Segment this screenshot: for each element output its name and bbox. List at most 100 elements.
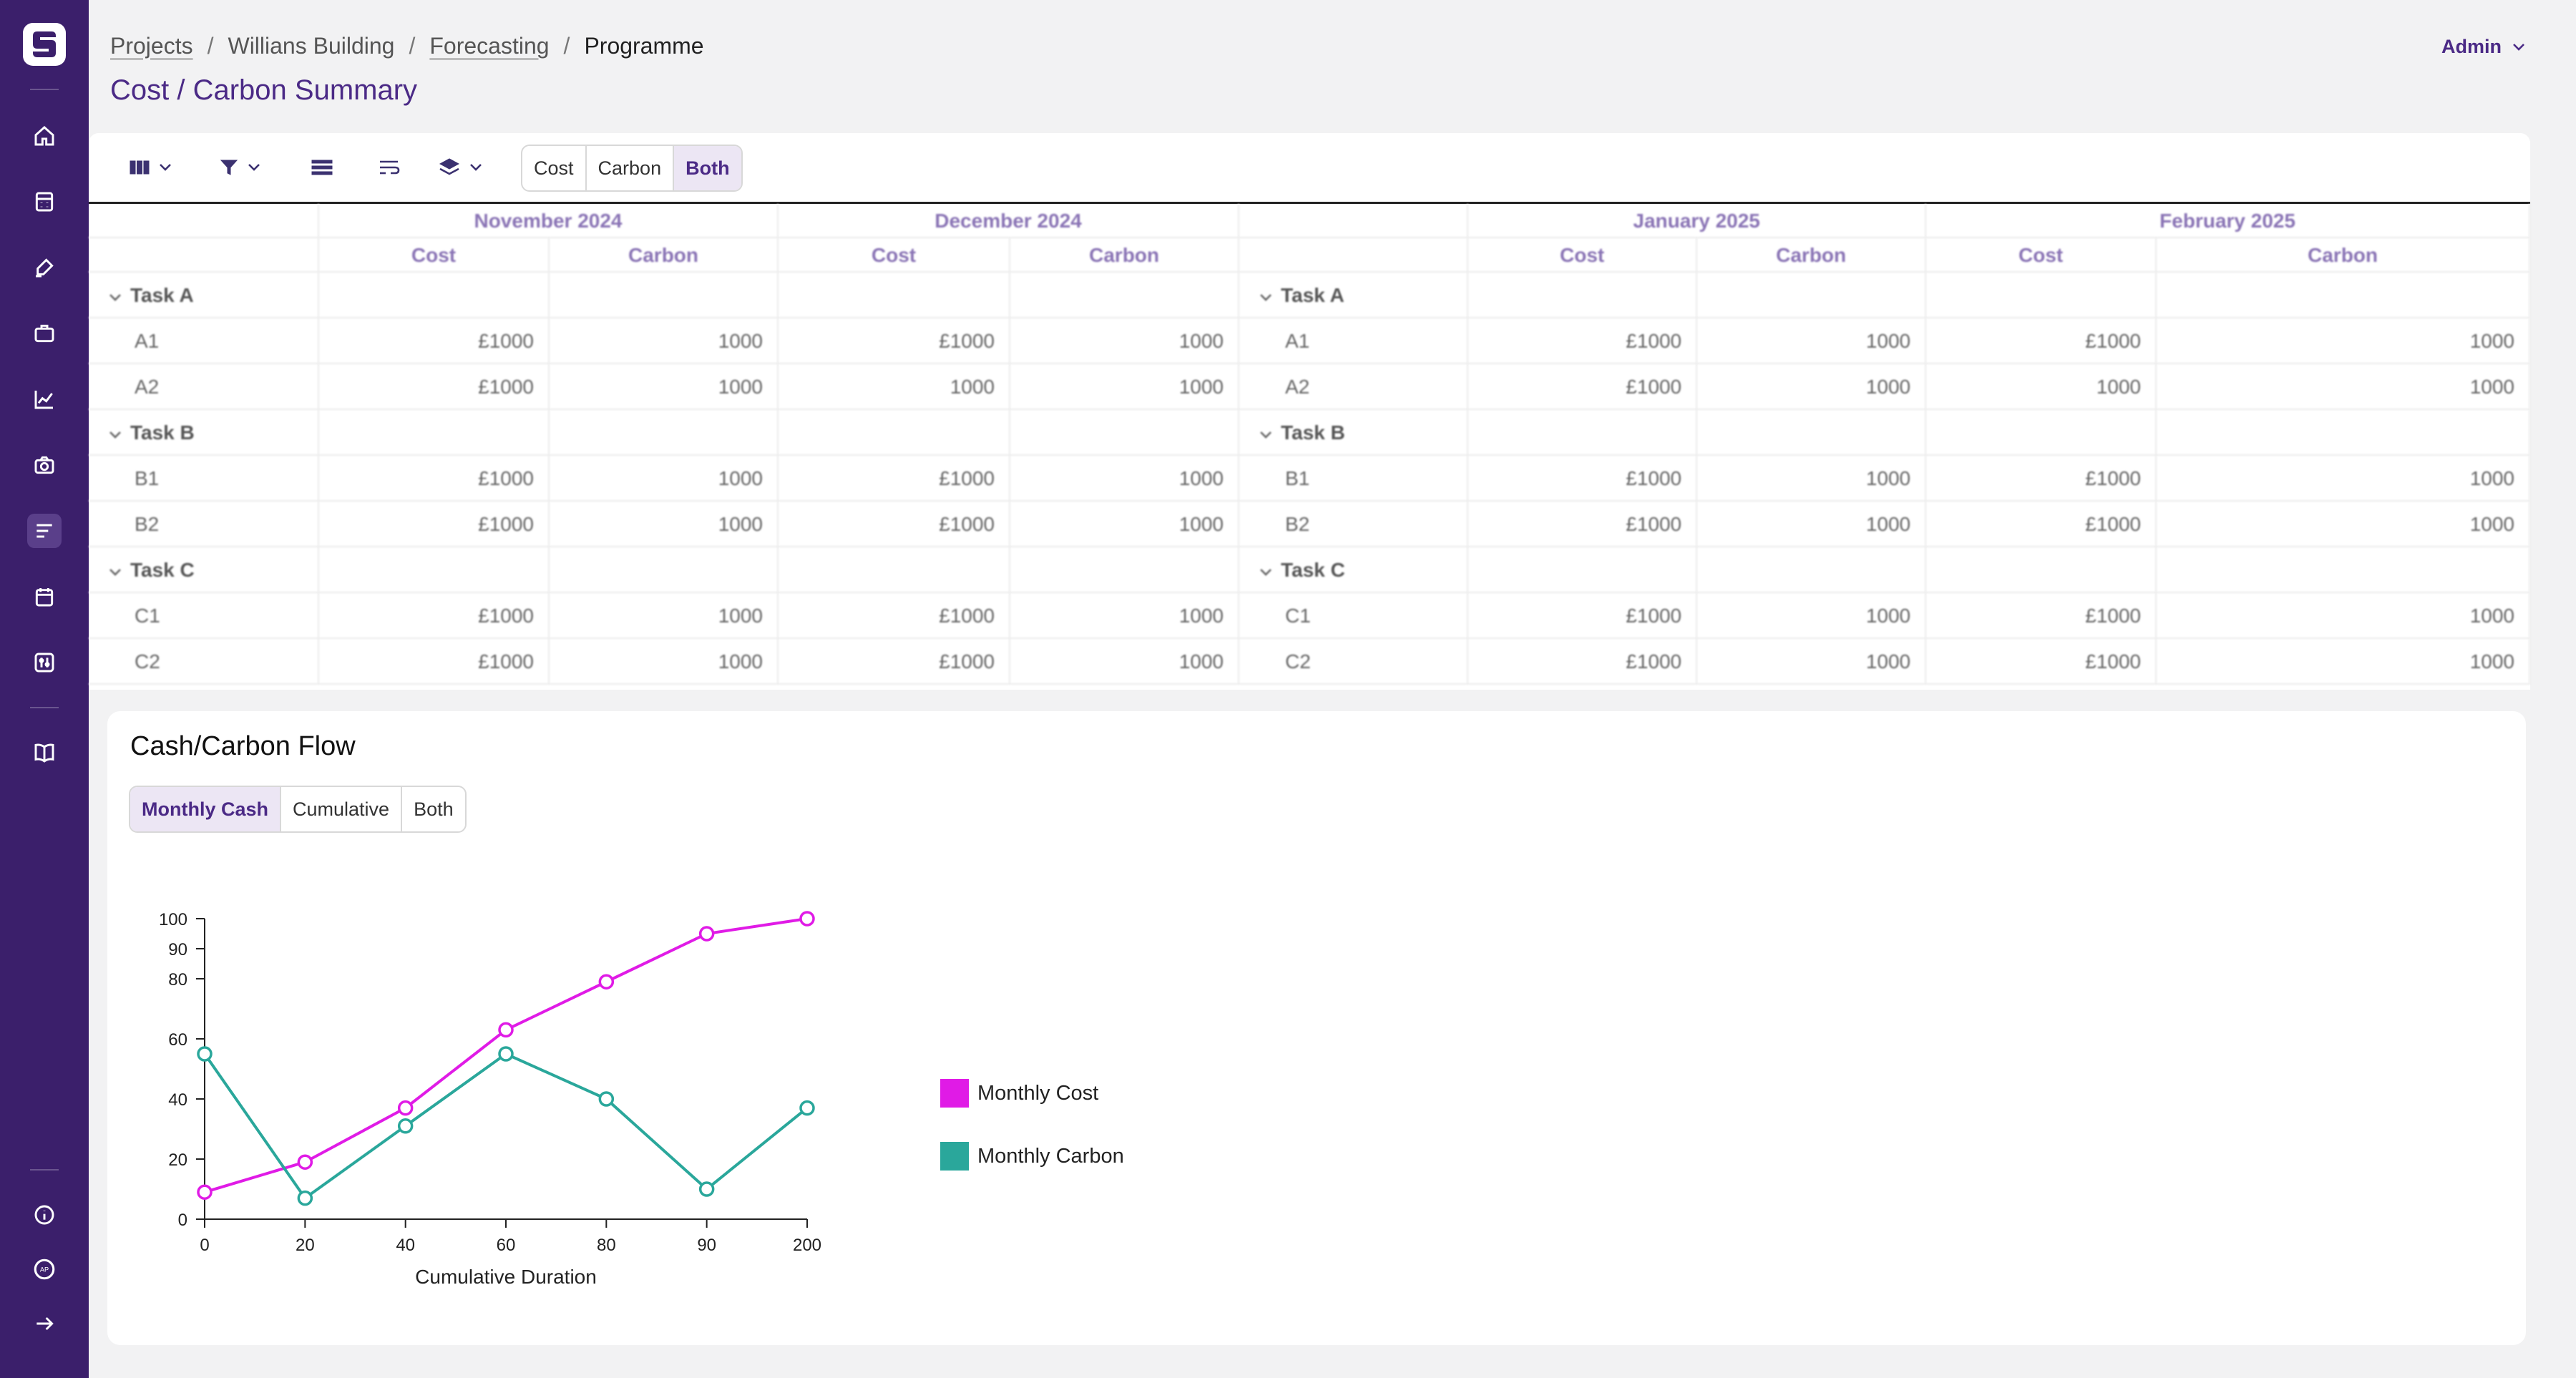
summary-table: November 2024 December 2024 January 2025 Fe… bbox=[89, 204, 2530, 690]
table-cell: £1000 bbox=[1468, 593, 1697, 639]
y-tick-label: 40 bbox=[168, 1090, 187, 1110]
task-group-row[interactable]: Task A bbox=[1239, 273, 1468, 318]
toggle-monthly-cash[interactable]: Monthly Cash bbox=[130, 787, 282, 831]
table-cell bbox=[550, 273, 779, 318]
table-cell bbox=[1926, 273, 2157, 318]
cost-carbon-toggle: Cost Carbon Both bbox=[521, 145, 743, 192]
table-cell: £1000 bbox=[1468, 639, 1697, 685]
table-cell: 1000 bbox=[1010, 593, 1239, 639]
table-cell: £1000 bbox=[779, 456, 1010, 502]
info-icon[interactable] bbox=[27, 1198, 62, 1232]
breadcrumb-separator: / bbox=[563, 33, 570, 59]
table-cell: 1000 bbox=[550, 318, 779, 364]
sub-column-header: Carbon bbox=[1697, 238, 1926, 273]
filter-menu-button[interactable] bbox=[219, 153, 260, 182]
data-point bbox=[799, 1100, 815, 1116]
sliders-icon[interactable] bbox=[27, 645, 62, 680]
programme-icon[interactable] bbox=[27, 514, 62, 548]
chevron-down-icon bbox=[470, 164, 482, 171]
chevron-down-icon[interactable] bbox=[1259, 293, 1272, 302]
task-item-label: A2 bbox=[1239, 364, 1468, 410]
home-icon[interactable] bbox=[27, 119, 62, 153]
table-cell: 1000 bbox=[1697, 318, 1926, 364]
toggle-carbon[interactable]: Carbon bbox=[587, 146, 675, 190]
task-group-row[interactable]: Task C bbox=[1239, 547, 1468, 593]
calculator-icon[interactable] bbox=[27, 185, 62, 219]
task-group-row[interactable]: Task C bbox=[89, 547, 319, 593]
breadcrumb-separator: / bbox=[207, 33, 214, 59]
sub-column-header: Carbon bbox=[2157, 238, 2530, 273]
table-cell: £1000 bbox=[1926, 456, 2157, 502]
toggle-both[interactable]: Both bbox=[674, 146, 741, 190]
table-cell: 1000 bbox=[1010, 502, 1239, 547]
task-item-name: A2 bbox=[1285, 376, 1310, 398]
task-group-row[interactable]: Task B bbox=[1239, 410, 1468, 456]
y-tick-label: 20 bbox=[168, 1150, 187, 1170]
sub-column-header: Carbon bbox=[1010, 238, 1239, 273]
table-cell: 1000 bbox=[1697, 456, 1926, 502]
table-cell: £1000 bbox=[779, 593, 1010, 639]
page-title: Cost / Carbon Summary bbox=[110, 74, 418, 106]
table-cell: £1000 bbox=[779, 639, 1010, 685]
camera-icon[interactable] bbox=[27, 448, 62, 482]
pen-icon[interactable] bbox=[27, 250, 62, 285]
data-point bbox=[397, 1118, 414, 1134]
book-icon[interactable] bbox=[27, 736, 62, 770]
toggle-cost[interactable]: Cost bbox=[522, 146, 587, 190]
task-item-label: B2 bbox=[1239, 502, 1468, 547]
columns-menu-button[interactable] bbox=[129, 153, 172, 182]
chevron-down-icon[interactable] bbox=[109, 431, 122, 439]
table-cell bbox=[779, 410, 1010, 456]
legend-item[interactable]: Monthly Cost bbox=[940, 1079, 1098, 1108]
table-cell: 1000 bbox=[1697, 502, 1926, 547]
chevron-down-icon[interactable] bbox=[109, 568, 122, 577]
wrap-text-button[interactable] bbox=[378, 153, 401, 182]
table-cell bbox=[779, 547, 1010, 593]
app-logo[interactable] bbox=[23, 23, 66, 66]
breadcrumb-building[interactable]: Willians Building bbox=[228, 33, 395, 59]
legend-swatch bbox=[940, 1142, 969, 1171]
table-cell bbox=[2157, 273, 2530, 318]
breadcrumb-forecasting[interactable]: Forecasting bbox=[429, 33, 550, 59]
task-item-label: C2 bbox=[89, 639, 319, 685]
sub-column-header: Cost bbox=[1468, 238, 1697, 273]
data-point bbox=[498, 1046, 514, 1062]
table-cell: 1000 bbox=[550, 502, 779, 547]
table-cell bbox=[550, 410, 779, 456]
table-cell: 1000 bbox=[2157, 364, 2530, 410]
task-group-row[interactable]: Task B bbox=[89, 410, 319, 456]
expand-arrow-icon[interactable] bbox=[27, 1306, 62, 1341]
table-cell: £1000 bbox=[1926, 318, 2157, 364]
table-cell: 1000 bbox=[1010, 364, 1239, 410]
x-tick-label: 60 bbox=[497, 1236, 516, 1255]
task-group-label: Task C bbox=[130, 559, 195, 581]
task-item-label: C1 bbox=[89, 593, 319, 639]
chevron-down-icon[interactable] bbox=[1259, 431, 1272, 439]
toggle-both-flow[interactable]: Both bbox=[414, 798, 454, 820]
table-cell: 1000 bbox=[1697, 639, 1926, 685]
calendar-icon[interactable] bbox=[27, 580, 62, 614]
table-cell: £1000 bbox=[779, 318, 1010, 364]
task-group-label: Task C bbox=[1281, 559, 1345, 581]
density-button[interactable] bbox=[311, 153, 333, 182]
layers-menu-button[interactable] bbox=[438, 153, 482, 182]
briefcase-icon[interactable] bbox=[27, 316, 62, 351]
chevron-down-icon[interactable] bbox=[109, 293, 122, 302]
chart-line-icon[interactable] bbox=[27, 382, 62, 416]
data-point bbox=[799, 911, 815, 927]
table-cell bbox=[1468, 410, 1697, 456]
breadcrumb-projects[interactable]: Projects bbox=[110, 33, 193, 59]
table-cell: £1000 bbox=[1926, 639, 2157, 685]
user-menu[interactable]: Admin bbox=[2441, 36, 2526, 58]
table-cell: £1000 bbox=[1926, 502, 2157, 547]
toggle-cumulative[interactable]: Cumulative bbox=[281, 787, 403, 831]
legend-item[interactable]: Monthly Carbon bbox=[940, 1142, 1124, 1171]
data-point bbox=[397, 1100, 414, 1116]
user-avatar-icon[interactable]: AP bbox=[27, 1252, 62, 1286]
table-cell: £1000 bbox=[1468, 364, 1697, 410]
table-cell: 1000 bbox=[550, 456, 779, 502]
chevron-down-icon[interactable] bbox=[1259, 568, 1272, 577]
x-tick-label: 40 bbox=[396, 1236, 415, 1255]
task-group-row[interactable]: Task A bbox=[89, 273, 319, 318]
task-item-label: A2 bbox=[89, 364, 319, 410]
